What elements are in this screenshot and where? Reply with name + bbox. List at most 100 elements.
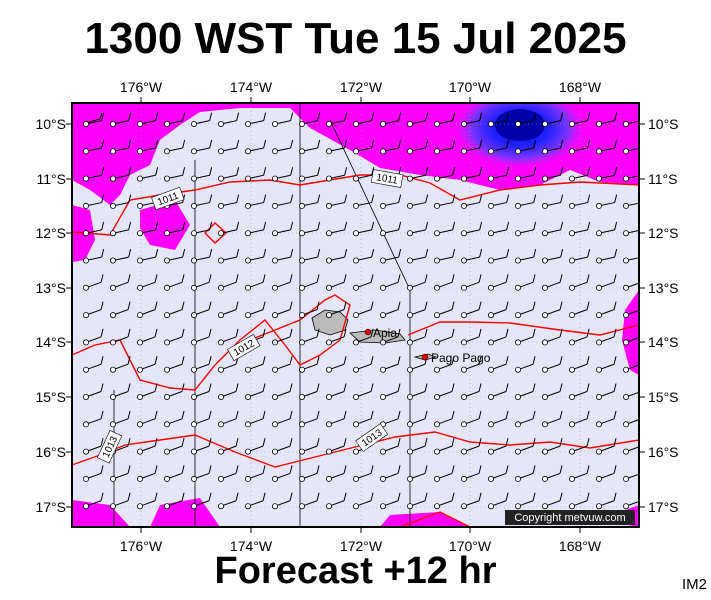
- apia-marker: [364, 328, 372, 336]
- wind-barb: [460, 465, 482, 482]
- wind-barb: [190, 383, 212, 400]
- wind-barb: [271, 249, 294, 264]
- wind-barb: [136, 356, 158, 373]
- wind-barb: [136, 465, 158, 482]
- wind-barb: [406, 301, 428, 319]
- wind-barb: [136, 249, 159, 264]
- lat-label-left-4: 14°S: [35, 334, 66, 350]
- wind-barb: [623, 202, 639, 209]
- wind-barb: [623, 175, 639, 182]
- wind-barb: [596, 139, 618, 155]
- wind-barb: [325, 328, 347, 346]
- wind-barb: [596, 465, 617, 482]
- wind-barb: [163, 438, 185, 455]
- svg-text:1011: 1011: [375, 172, 399, 187]
- wind-barb: [163, 356, 185, 373]
- wind-barb: [433, 274, 455, 291]
- wind-barb: [487, 465, 509, 482]
- lon-label-bottom-172w: 172°W: [340, 538, 383, 554]
- wind-barb: [163, 328, 185, 346]
- wind-barb: [244, 301, 266, 319]
- wind-barb: [596, 356, 617, 373]
- wind-barb: [379, 328, 401, 346]
- wind-barb: [352, 194, 375, 209]
- wind-barb: [542, 301, 563, 319]
- wind-barb: [433, 356, 455, 373]
- wind-barb: [83, 301, 104, 319]
- wind-barb: [433, 194, 456, 209]
- wind-barb: [542, 410, 563, 428]
- wind-barb: [596, 410, 617, 428]
- wind-barb: [190, 410, 212, 428]
- island-savaii: [311, 309, 349, 336]
- wind-barb: [271, 167, 294, 182]
- wind-barb: [596, 221, 618, 237]
- wind-barb: [163, 410, 185, 428]
- wind-barb: [379, 356, 401, 373]
- wind-barb: [623, 120, 639, 128]
- wind-barb: [487, 492, 509, 510]
- lat-label-left-7: 17°S: [35, 499, 66, 515]
- wind-barb: [190, 167, 213, 182]
- lat-label-left-3: 13°S: [35, 280, 66, 296]
- wind-barb: [596, 383, 617, 400]
- wind-barb: [352, 465, 374, 482]
- lon-label-top-176w: 176°W: [120, 79, 163, 95]
- wind-barb: [433, 383, 455, 400]
- wind-barb: [596, 492, 617, 510]
- wind-barb: [542, 492, 563, 510]
- wind-barb: [569, 410, 590, 428]
- wind-barb: [244, 492, 266, 510]
- wind-barb: [406, 438, 428, 455]
- wind-barb: [298, 383, 320, 400]
- wind-barb: [406, 465, 428, 482]
- pago-pago-label: Pago Pago: [431, 351, 491, 365]
- wind-barb: [596, 112, 618, 128]
- wind-barb: [190, 301, 212, 319]
- wind-barb: [596, 194, 618, 209]
- wind-barb: [542, 383, 563, 400]
- wind-barb: [460, 356, 482, 373]
- wind-barb: [298, 167, 321, 182]
- wind-barb: [271, 410, 293, 428]
- wind-barb: [542, 328, 563, 346]
- wind-barb: [406, 410, 428, 428]
- lat-label-right-1: 11°S: [648, 171, 677, 187]
- wind-barb: [110, 328, 131, 346]
- wind-barb: [110, 112, 132, 128]
- wind-barb: [569, 492, 590, 510]
- wind-barb: [163, 492, 185, 510]
- lon-label-top-168w: 168°W: [559, 79, 602, 95]
- wind-barb: [406, 356, 428, 373]
- wind-barb: [569, 356, 590, 373]
- wind-barb: [515, 112, 537, 128]
- wind-barb: [406, 221, 429, 237]
- wind-barb: [433, 139, 456, 155]
- wind-barb: [542, 249, 564, 264]
- wind-barb: [569, 465, 590, 482]
- wind-barb: [325, 492, 347, 510]
- wind-barb: [487, 112, 510, 128]
- wind-barb: [352, 301, 374, 319]
- wind-barb: [163, 139, 186, 155]
- wind-barb: [406, 112, 429, 128]
- wind-barb: [406, 328, 428, 346]
- apia-label: Apia: [373, 326, 397, 340]
- wind-barb: [325, 194, 348, 209]
- lon-label-bottom-168w: 168°W: [559, 538, 602, 554]
- wind-barb: [406, 249, 429, 264]
- wind-barb: [83, 410, 104, 428]
- wind-barb: [542, 356, 563, 373]
- wind-barb: [271, 383, 293, 400]
- wind-barb: [406, 194, 429, 209]
- wind-barb: [542, 221, 564, 237]
- wind-barb: [352, 356, 374, 373]
- wind-barb: [271, 328, 293, 346]
- wind-barb: [460, 410, 482, 428]
- wind-barb: [83, 221, 105, 237]
- wind-barb: [325, 465, 347, 482]
- wind-barb: [325, 410, 347, 428]
- wind-barb: [542, 438, 563, 455]
- wind-barb: [515, 356, 536, 373]
- wind-barb: [83, 249, 105, 264]
